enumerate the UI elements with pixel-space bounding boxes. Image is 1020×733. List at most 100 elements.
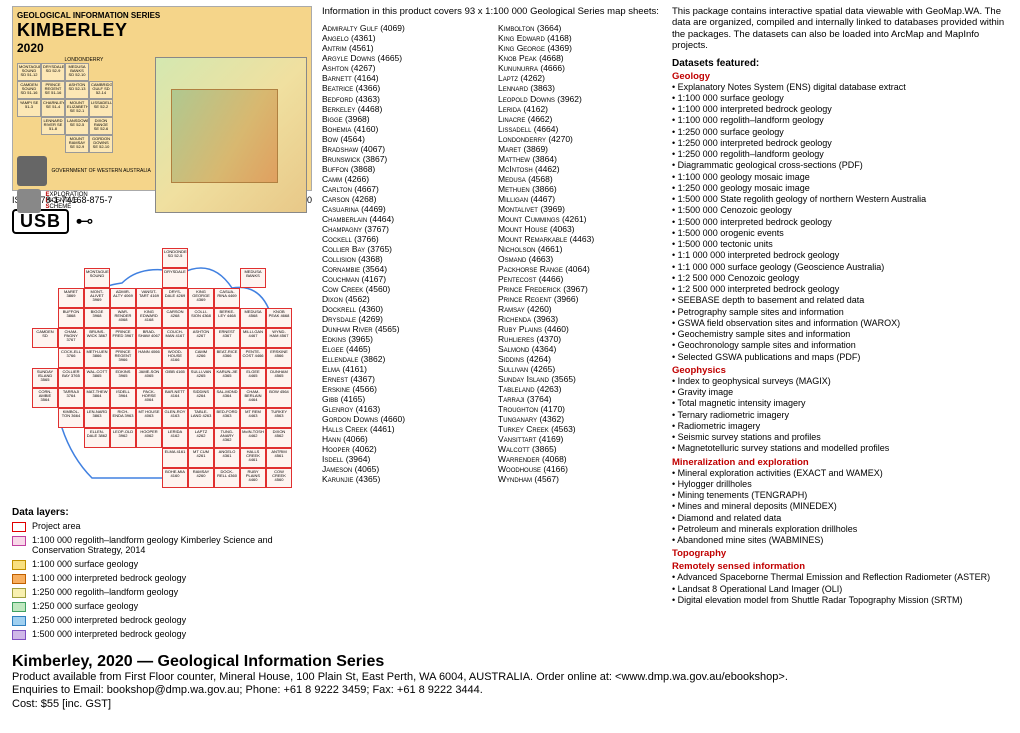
index-sheet-cell: TURKEY 4563 <box>266 408 292 428</box>
sheet-item: Halls Creek (4461) <box>322 424 486 434</box>
index-sheet-cell: RUBY PLAINS 4460 <box>240 468 266 488</box>
index-sheet-cell: ISDELL 3964 <box>110 388 136 408</box>
index-sheet-cell: JAME-SON 4065 <box>136 368 162 388</box>
index-sheet-cell: KING GEORGE 4369 <box>188 288 214 308</box>
sheet-item: Prince Frederick (3967) <box>498 284 662 294</box>
index-sheet-cell: WOOD-HOUSE 4166 <box>162 348 188 368</box>
legend-row: 1:250 000 regolith–landform geology <box>12 587 312 598</box>
index-sheet-cell <box>84 248 110 268</box>
sheet-item: Siddins (4264) <box>498 354 662 364</box>
legend-row: 1:250 000 surface geology <box>12 601 312 612</box>
sheet-item: Beatrice (4366) <box>322 83 486 93</box>
legend-swatch <box>12 574 26 584</box>
mini-sheet-grid: MONTAGUE SOUND SD 51-12DRYSDALE SD 52-9M… <box>17 63 151 153</box>
sheet-item: Lennard (3863) <box>498 83 662 93</box>
index-sheet-cell <box>58 468 84 488</box>
index-sheet-cell: COW CREEK 4560 <box>266 468 292 488</box>
dataset-item: 1:100 000 surface geology <box>672 93 1008 104</box>
sheet-item: Kimbolton (3664) <box>498 23 662 33</box>
index-sheet-cell: WAR-RENDER 4068 <box>110 308 136 328</box>
sheet-item: Nicholson (4661) <box>498 244 662 254</box>
index-sheet-cell: ERNEST 4367 <box>214 328 240 348</box>
index-sheet-cell: PRINCE FRED 3967 <box>110 328 136 348</box>
sheet-item: Lissadell (4664) <box>498 124 662 134</box>
dataset-item: Total magnetic intensity imagery <box>672 398 1008 409</box>
sheet-item: Methuen (3866) <box>498 184 662 194</box>
legend-row: 1:100 000 surface geology <box>12 559 312 570</box>
group-list: Explanatory Notes System (ENS) digital d… <box>672 82 1008 363</box>
sheet-item: Bradshaw (4067) <box>322 144 486 154</box>
index-sheet-cell: MEDUSA 4568 <box>240 308 266 328</box>
index-sheet-cell: ANGELO 4361 <box>214 448 240 468</box>
dataset-item: Mineral exploration activities (EXACT an… <box>672 468 1008 479</box>
mini-sheet-cell: ASHTON SD 52-13 <box>65 81 89 99</box>
legend-row: 1:100 000 regolith–landform geology Kimb… <box>12 535 312 556</box>
group-title: Geophysics <box>672 365 1008 376</box>
sheet-item: Wyndham (4567) <box>498 474 662 484</box>
legend-label: 1:100 000 surface geology <box>32 559 138 569</box>
index-sheet-cell <box>58 428 84 448</box>
index-sheet-cell <box>110 448 136 468</box>
legend-label: 1:100 000 regolith–landform geology Kimb… <box>32 535 312 556</box>
index-sheet-cell: WAL-COTT 3865 <box>84 368 110 388</box>
sheet-item: Cornambie (3564) <box>322 264 486 274</box>
wa-crest-icon <box>17 156 47 186</box>
index-sheet-cell <box>110 468 136 488</box>
middle-column: Information in this product covers 93 x … <box>322 6 662 643</box>
index-sheet-cell: TABLE-LAND 4263 <box>188 408 214 428</box>
dataset-item: 1:500 000 interpreted bedrock geology <box>672 217 1008 228</box>
legend-row: Project area <box>12 521 312 532</box>
index-sheet-cell: ELGEE 4465 <box>240 368 266 388</box>
dataset-item: Landsat 8 Operational Land Imager (OLI) <box>672 584 1008 595</box>
sheet-item: Brunswick (3867) <box>322 154 486 164</box>
index-sheet-cell: KING EDWARD 4168 <box>136 308 162 328</box>
index-sheet-cell: ELMA 4161 <box>162 448 188 468</box>
index-sheet-cell <box>240 248 266 268</box>
product-title: KIMBERLEY <box>17 20 307 41</box>
index-sheet-cell <box>32 468 58 488</box>
sheet-item: Tarraji (3764) <box>498 394 662 404</box>
legend-label: 1:250 000 interpreted bedrock geology <box>32 615 186 625</box>
mini-sheet-cell: GORDON DOWNS SE 52-10 <box>89 135 113 153</box>
mini-sheet-cell: MOUNT ELIZABETH SE 52-1 <box>65 99 89 117</box>
sheet-item: Prince Regent (3966) <box>498 294 662 304</box>
index-sheet-cell: ANTRIM 4561 <box>266 448 292 468</box>
legend-row: 1:500 000 interpreted bedrock geology <box>12 629 312 640</box>
legend-label: 1:250 000 regolith–landform geology <box>32 587 178 597</box>
index-sheet-cell <box>58 448 84 468</box>
group-title: Remotely sensed information <box>672 561 1008 572</box>
sheet-item: Admiralty Gulf (4069) <box>322 23 486 33</box>
data-layers-legend: Data layers: Project area1:100 000 regol… <box>12 507 312 640</box>
mid-intro: Information in this product covers 93 x … <box>322 6 662 17</box>
product-cover: GEOLOGICAL INFORMATION SERIES KIMBERLEY … <box>12 6 312 191</box>
sheet-item: Dunham River (4565) <box>322 324 486 334</box>
sheet-item: Turkey Creek (4563) <box>498 424 662 434</box>
sheet-item: Collier Bay (3765) <box>322 244 486 254</box>
dataset-item: 1:500 000 Cenozoic geology <box>672 205 1008 216</box>
index-sheet-cell: MT REM 4463 <box>240 408 266 428</box>
index-sheet-cell: COLLI-SION 4368 <box>188 308 214 328</box>
index-sheet-cell <box>32 308 58 328</box>
left-column: GEOLOGICAL INFORMATION SERIES KIMBERLEY … <box>12 6 312 643</box>
ebookshop-link[interactable]: www.dmp.wa.gov.au/ebookshop <box>621 671 778 683</box>
sheet-item: Erskine (4566) <box>322 384 486 394</box>
index-sheet-cell <box>188 248 214 268</box>
sheet-item: Knob Peak (4668) <box>498 53 662 63</box>
index-sheet-cell: CAMDEN SD <box>32 328 58 348</box>
index-sheet-cell: GLEN-ROY 4163 <box>162 408 188 428</box>
index-sheet-cell <box>110 268 136 288</box>
sheet-item: King Edward (4168) <box>498 33 662 43</box>
mini-sheet-cell: LENNARD RIVER SE 51-8 <box>41 117 65 135</box>
sheet-item: Montalivet (3969) <box>498 204 662 214</box>
sheet-item: Walcott (3865) <box>498 444 662 454</box>
index-sheet-cell <box>110 248 136 268</box>
sheet-item: Couchman (4167) <box>322 274 486 284</box>
footer-title: Kimberley, 2020 — Geological Information… <box>12 653 1008 671</box>
index-sheet-cell: COCK-ELL 3766 <box>58 348 84 368</box>
sheet-item: Ruby Plains (4460) <box>498 324 662 334</box>
index-sheet-cell: HANN 4066 <box>136 348 162 368</box>
dataset-item: 1:100 000 interpreted bedrock geology <box>672 104 1008 115</box>
index-sheet-cell: SULLI-VAN 4265 <box>188 368 214 388</box>
sheet-item: Pentecost (4466) <box>498 274 662 284</box>
footer-cost: Cost: $55 [inc. GST] <box>12 698 1008 712</box>
